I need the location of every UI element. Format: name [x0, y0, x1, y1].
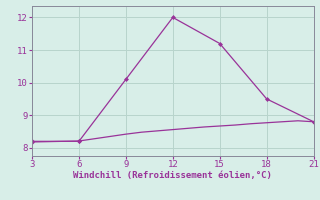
- X-axis label: Windchill (Refroidissement éolien,°C): Windchill (Refroidissement éolien,°C): [73, 171, 272, 180]
